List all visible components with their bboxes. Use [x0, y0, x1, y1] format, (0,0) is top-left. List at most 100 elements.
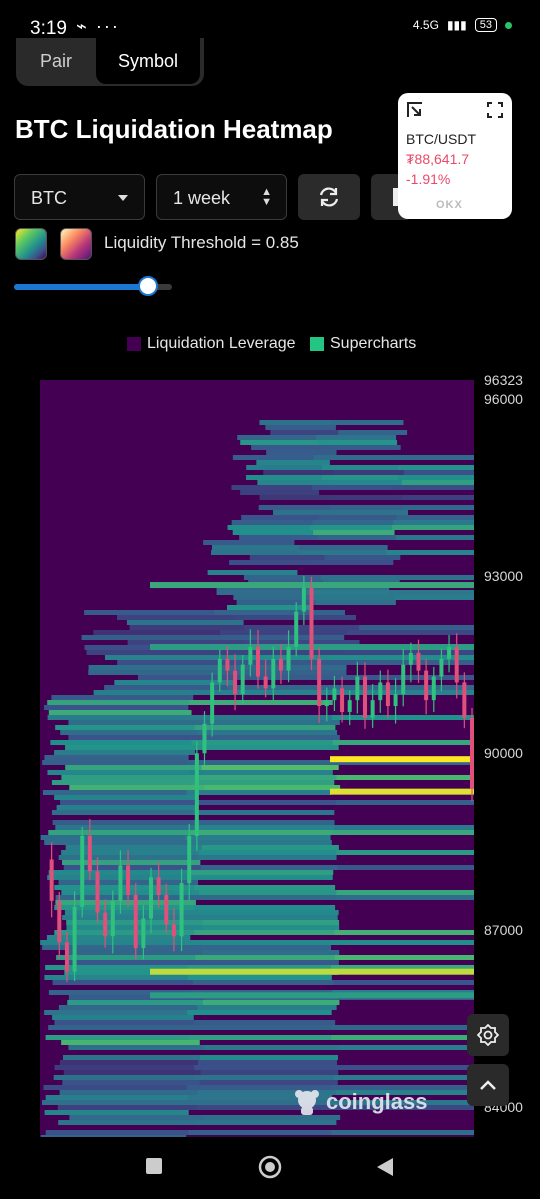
heatmap-band [52, 980, 195, 985]
heatmap-band [54, 795, 196, 800]
slider-thumb[interactable] [138, 276, 159, 296]
heatmap-band [46, 935, 191, 940]
back-icon[interactable] [376, 1157, 394, 1177]
heatmap-band [54, 750, 196, 755]
heatmap-band [52, 1015, 194, 1020]
heatmap-band [52, 820, 195, 825]
settings-button[interactable] [467, 1014, 509, 1056]
heatmap-band [317, 535, 397, 540]
candle-body [248, 647, 253, 665]
heatmap-band [333, 980, 474, 985]
candle-body [164, 894, 169, 925]
legend-item-liquidation[interactable]: Liquidation Leverage [127, 334, 296, 354]
candle-body [363, 676, 367, 718]
heatmap-band [197, 1005, 337, 1010]
tab-symbol[interactable]: Symbol [96, 38, 200, 84]
candle-body [49, 859, 54, 901]
heatmap-band [47, 700, 191, 705]
coin-select[interactable]: BTC [14, 174, 145, 220]
heatmap-band [56, 805, 197, 810]
heatmap-band [200, 1055, 339, 1060]
heatmap-band [202, 1000, 340, 1005]
candle-body [431, 676, 436, 701]
home-icon[interactable] [258, 1155, 282, 1179]
heatmap-band [265, 425, 336, 430]
legend-item-supercharts[interactable]: Supercharts [310, 334, 416, 354]
heatmap-band [212, 545, 301, 550]
heatmap-band [59, 1090, 199, 1095]
heatmap-band [237, 435, 318, 440]
heatmap-band [334, 930, 474, 935]
heatmap-band [187, 840, 332, 845]
heatmap-band [60, 730, 200, 735]
heatmap-band [315, 600, 396, 605]
updown-arrows-icon: ▲ ▼ [261, 186, 272, 208]
heatmap-band [211, 550, 300, 555]
heatmap-band [386, 550, 474, 555]
heatmap-band [64, 970, 202, 975]
heatmap-band [40, 835, 187, 840]
heatmap-band [54, 1065, 196, 1070]
heatmap-band [190, 830, 334, 835]
battery-icon: 53 [474, 18, 497, 32]
heatmap-band [62, 915, 201, 920]
heatmap-band [244, 625, 361, 630]
heatmap-band [55, 895, 197, 900]
heatmap-band [337, 865, 474, 870]
candle-body [378, 682, 383, 701]
heatmap-band [204, 785, 341, 790]
heatmap-band [402, 505, 474, 510]
scroll-top-button[interactable] [467, 1064, 509, 1106]
heatmap-band [54, 885, 196, 890]
heatmap-band [355, 660, 474, 665]
heatmap-band [55, 725, 196, 730]
y-tick-label: 87000 [484, 922, 523, 939]
legend-swatch [127, 337, 141, 351]
gear-icon [477, 1024, 499, 1046]
heatmap-band [42, 790, 188, 795]
heatmap-band [331, 495, 404, 500]
threshold-slider[interactable] [14, 276, 172, 296]
viridis-palette-button[interactable] [15, 228, 47, 260]
period-select[interactable]: 1 week ▲ ▼ [156, 174, 287, 220]
y-tick-label: 90000 [484, 745, 523, 762]
tab-pair[interactable]: Pair [39, 51, 72, 71]
heatmap-band [393, 520, 474, 525]
candle-body [401, 664, 406, 695]
candle-body [447, 647, 452, 659]
heatmap-band [197, 855, 337, 860]
heatmap-band [198, 800, 338, 805]
heatmap-band [203, 735, 340, 740]
recents-icon[interactable] [145, 1157, 163, 1175]
heatmap-band [50, 740, 193, 745]
heatmap-band [58, 1005, 199, 1010]
heatmap-band [67, 1000, 204, 1005]
heatmap-band [57, 1105, 198, 1110]
heatmap-band [104, 685, 229, 690]
heatmap-band [185, 1100, 331, 1105]
heatmap-band [204, 1115, 341, 1120]
coinglass-watermark: coinglass [292, 1088, 427, 1116]
heatmap-band [51, 780, 194, 785]
heatmap-band [65, 745, 203, 750]
fullscreen-icon[interactable] [486, 101, 504, 119]
heatmap-band [193, 820, 335, 825]
heatmap-band [332, 830, 474, 835]
liquidation-heatmap[interactable] [40, 380, 474, 1137]
refresh-button[interactable] [298, 174, 360, 220]
heatmap-band [61, 850, 200, 855]
heatmap-band [336, 850, 474, 855]
expand-icon[interactable] [406, 101, 424, 119]
heatmap-band [54, 1020, 196, 1025]
candle-body [217, 658, 222, 683]
candle-body [57, 900, 62, 943]
legend-label: Supercharts [330, 335, 417, 352]
price-popup[interactable]: BTC/USDT ₮88,641.7 -1.91% OKX [398, 93, 512, 219]
heatmap-band [241, 515, 320, 520]
heatmap-band [189, 715, 333, 720]
heatmap-band [312, 485, 395, 490]
heatmap-band [53, 1075, 195, 1080]
heatmap-band [310, 560, 394, 565]
magma-palette-button[interactable] [60, 228, 92, 260]
refresh-icon [319, 187, 339, 207]
